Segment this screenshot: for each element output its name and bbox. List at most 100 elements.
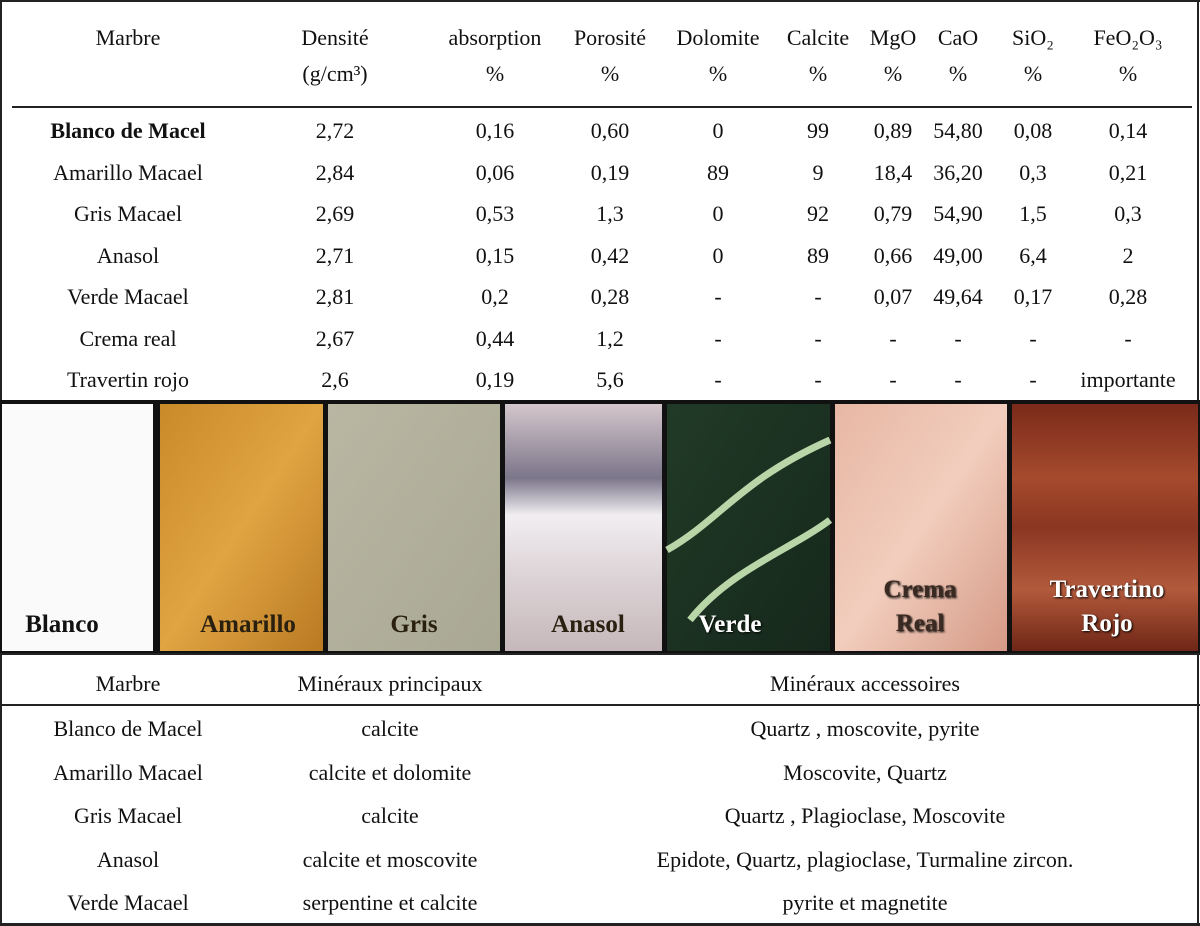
row-label: Crema real bbox=[79, 325, 177, 351]
cell: 0,66 bbox=[873, 242, 913, 268]
cell: calcite et moscovite bbox=[302, 846, 478, 872]
cell: - bbox=[714, 325, 722, 351]
swatch bbox=[835, 404, 1007, 651]
column-header: Calcite bbox=[786, 25, 850, 50]
swatch-label: Anasol bbox=[551, 611, 625, 638]
cell: serpentine et calcite bbox=[302, 890, 478, 915]
cell: 18,4 bbox=[873, 159, 913, 185]
column-header: Marbre bbox=[95, 25, 161, 50]
column-header: Minéraux principaux bbox=[297, 671, 483, 696]
cell: 0,28 bbox=[590, 284, 630, 309]
cell: - bbox=[954, 325, 962, 351]
rule bbox=[12, 106, 1192, 108]
cell: 5,6 bbox=[596, 367, 624, 392]
cell: 6,4 bbox=[1019, 242, 1047, 268]
column-header: % bbox=[600, 61, 620, 86]
vein bbox=[665, 436, 833, 623]
cell: 0,15 bbox=[475, 242, 515, 268]
cell: Quartz , moscovite, pyrite bbox=[750, 716, 980, 741]
cell: 0,28 bbox=[1108, 284, 1148, 309]
rule bbox=[0, 653, 1200, 655]
swatch-label: Gris bbox=[390, 611, 438, 638]
row-label: Blanco de Macel bbox=[50, 118, 206, 143]
row-label: Verde Macael bbox=[67, 890, 189, 915]
cell: 99 bbox=[807, 118, 829, 143]
cell: - bbox=[814, 367, 822, 392]
cell: 89 bbox=[807, 242, 829, 268]
column-header: MgO bbox=[869, 25, 917, 50]
cell: 2 bbox=[1122, 242, 1134, 268]
cell: 49,00 bbox=[933, 242, 983, 268]
cell: 0,16 bbox=[475, 118, 515, 143]
swatch bbox=[2, 404, 153, 651]
cell: 0,19 bbox=[475, 367, 515, 392]
rule bbox=[0, 923, 1200, 926]
column-header: Marbre bbox=[95, 671, 161, 696]
swatch-label: Crema bbox=[883, 576, 957, 603]
cell: 0,53 bbox=[475, 201, 515, 226]
cell: 0,3 bbox=[1114, 201, 1142, 226]
column-header: Porosité bbox=[573, 25, 647, 50]
swatch bbox=[1012, 404, 1198, 651]
cell: - bbox=[814, 325, 822, 351]
cell: 2,6 bbox=[321, 367, 349, 392]
column-header: Minéraux accessoires bbox=[770, 671, 960, 696]
row-label: Gris Macael bbox=[73, 201, 183, 226]
cell: 92 bbox=[807, 201, 829, 226]
swatch-label: Travertino bbox=[1049, 576, 1165, 603]
cell: 0,3 bbox=[1019, 159, 1047, 185]
cell: 2,69 bbox=[315, 201, 355, 226]
cell: 0,44 bbox=[475, 325, 515, 351]
cell: - bbox=[1029, 325, 1037, 351]
column-header: SiO₂ bbox=[1012, 25, 1054, 50]
cell: 0,79 bbox=[873, 201, 913, 226]
row-label: Anasol bbox=[96, 846, 160, 872]
cell: importante bbox=[1080, 367, 1176, 392]
cell: 0,14 bbox=[1108, 118, 1148, 143]
cell: 0,42 bbox=[590, 242, 630, 268]
column-header: % bbox=[1118, 61, 1138, 86]
cell: calcite et dolomite bbox=[308, 759, 472, 785]
row-label: Verde Macael bbox=[67, 284, 189, 309]
swatch bbox=[505, 404, 662, 651]
cell: Epidote, Quartz, plagioclase, Turmaline … bbox=[656, 846, 1074, 872]
swatch-label: Verde bbox=[698, 611, 762, 638]
cell: 1,3 bbox=[596, 201, 624, 226]
cell: 2,81 bbox=[315, 284, 355, 309]
cell: 0,21 bbox=[1108, 159, 1148, 185]
swatch-label: Amarillo bbox=[200, 611, 296, 638]
cell: calcite bbox=[361, 803, 419, 828]
cell: 0,19 bbox=[590, 159, 630, 185]
column-header: Dolomite bbox=[676, 25, 760, 50]
cell: calcite bbox=[361, 716, 419, 741]
cell: 2,72 bbox=[315, 118, 355, 143]
column-header: FeO₂O₃ bbox=[1093, 25, 1163, 50]
cell: 2,84 bbox=[315, 159, 355, 185]
row-label: Amarillo Macael bbox=[53, 759, 203, 785]
cell: 0 bbox=[712, 201, 724, 226]
cell: 89 bbox=[707, 159, 729, 185]
cell: - bbox=[889, 325, 897, 351]
cell: 36,20 bbox=[933, 159, 983, 185]
column-header: Densité bbox=[301, 25, 369, 50]
swatch-label: Rojo bbox=[1081, 610, 1133, 637]
cell: - bbox=[814, 284, 822, 309]
column-header: (g/cm³) bbox=[302, 61, 368, 86]
row-label: Gris Macael bbox=[73, 803, 183, 828]
cell: 0,17 bbox=[1013, 284, 1053, 309]
cell: 1,5 bbox=[1019, 201, 1047, 226]
cell: 0 bbox=[712, 242, 724, 268]
cell: - bbox=[1124, 325, 1132, 351]
column-header: CaO bbox=[937, 25, 979, 50]
cell: 54,80 bbox=[933, 118, 983, 143]
cell: Moscovite, Quartz bbox=[783, 759, 947, 785]
rule bbox=[0, 704, 1200, 706]
row-label: Amarillo Macael bbox=[53, 159, 203, 185]
cell: 1,2 bbox=[596, 325, 624, 351]
cell: 0 bbox=[712, 118, 724, 143]
cell: 0,07 bbox=[873, 284, 913, 309]
swatch-label: Real bbox=[895, 610, 945, 637]
column-header: % bbox=[808, 61, 828, 86]
cell: - bbox=[954, 367, 962, 392]
